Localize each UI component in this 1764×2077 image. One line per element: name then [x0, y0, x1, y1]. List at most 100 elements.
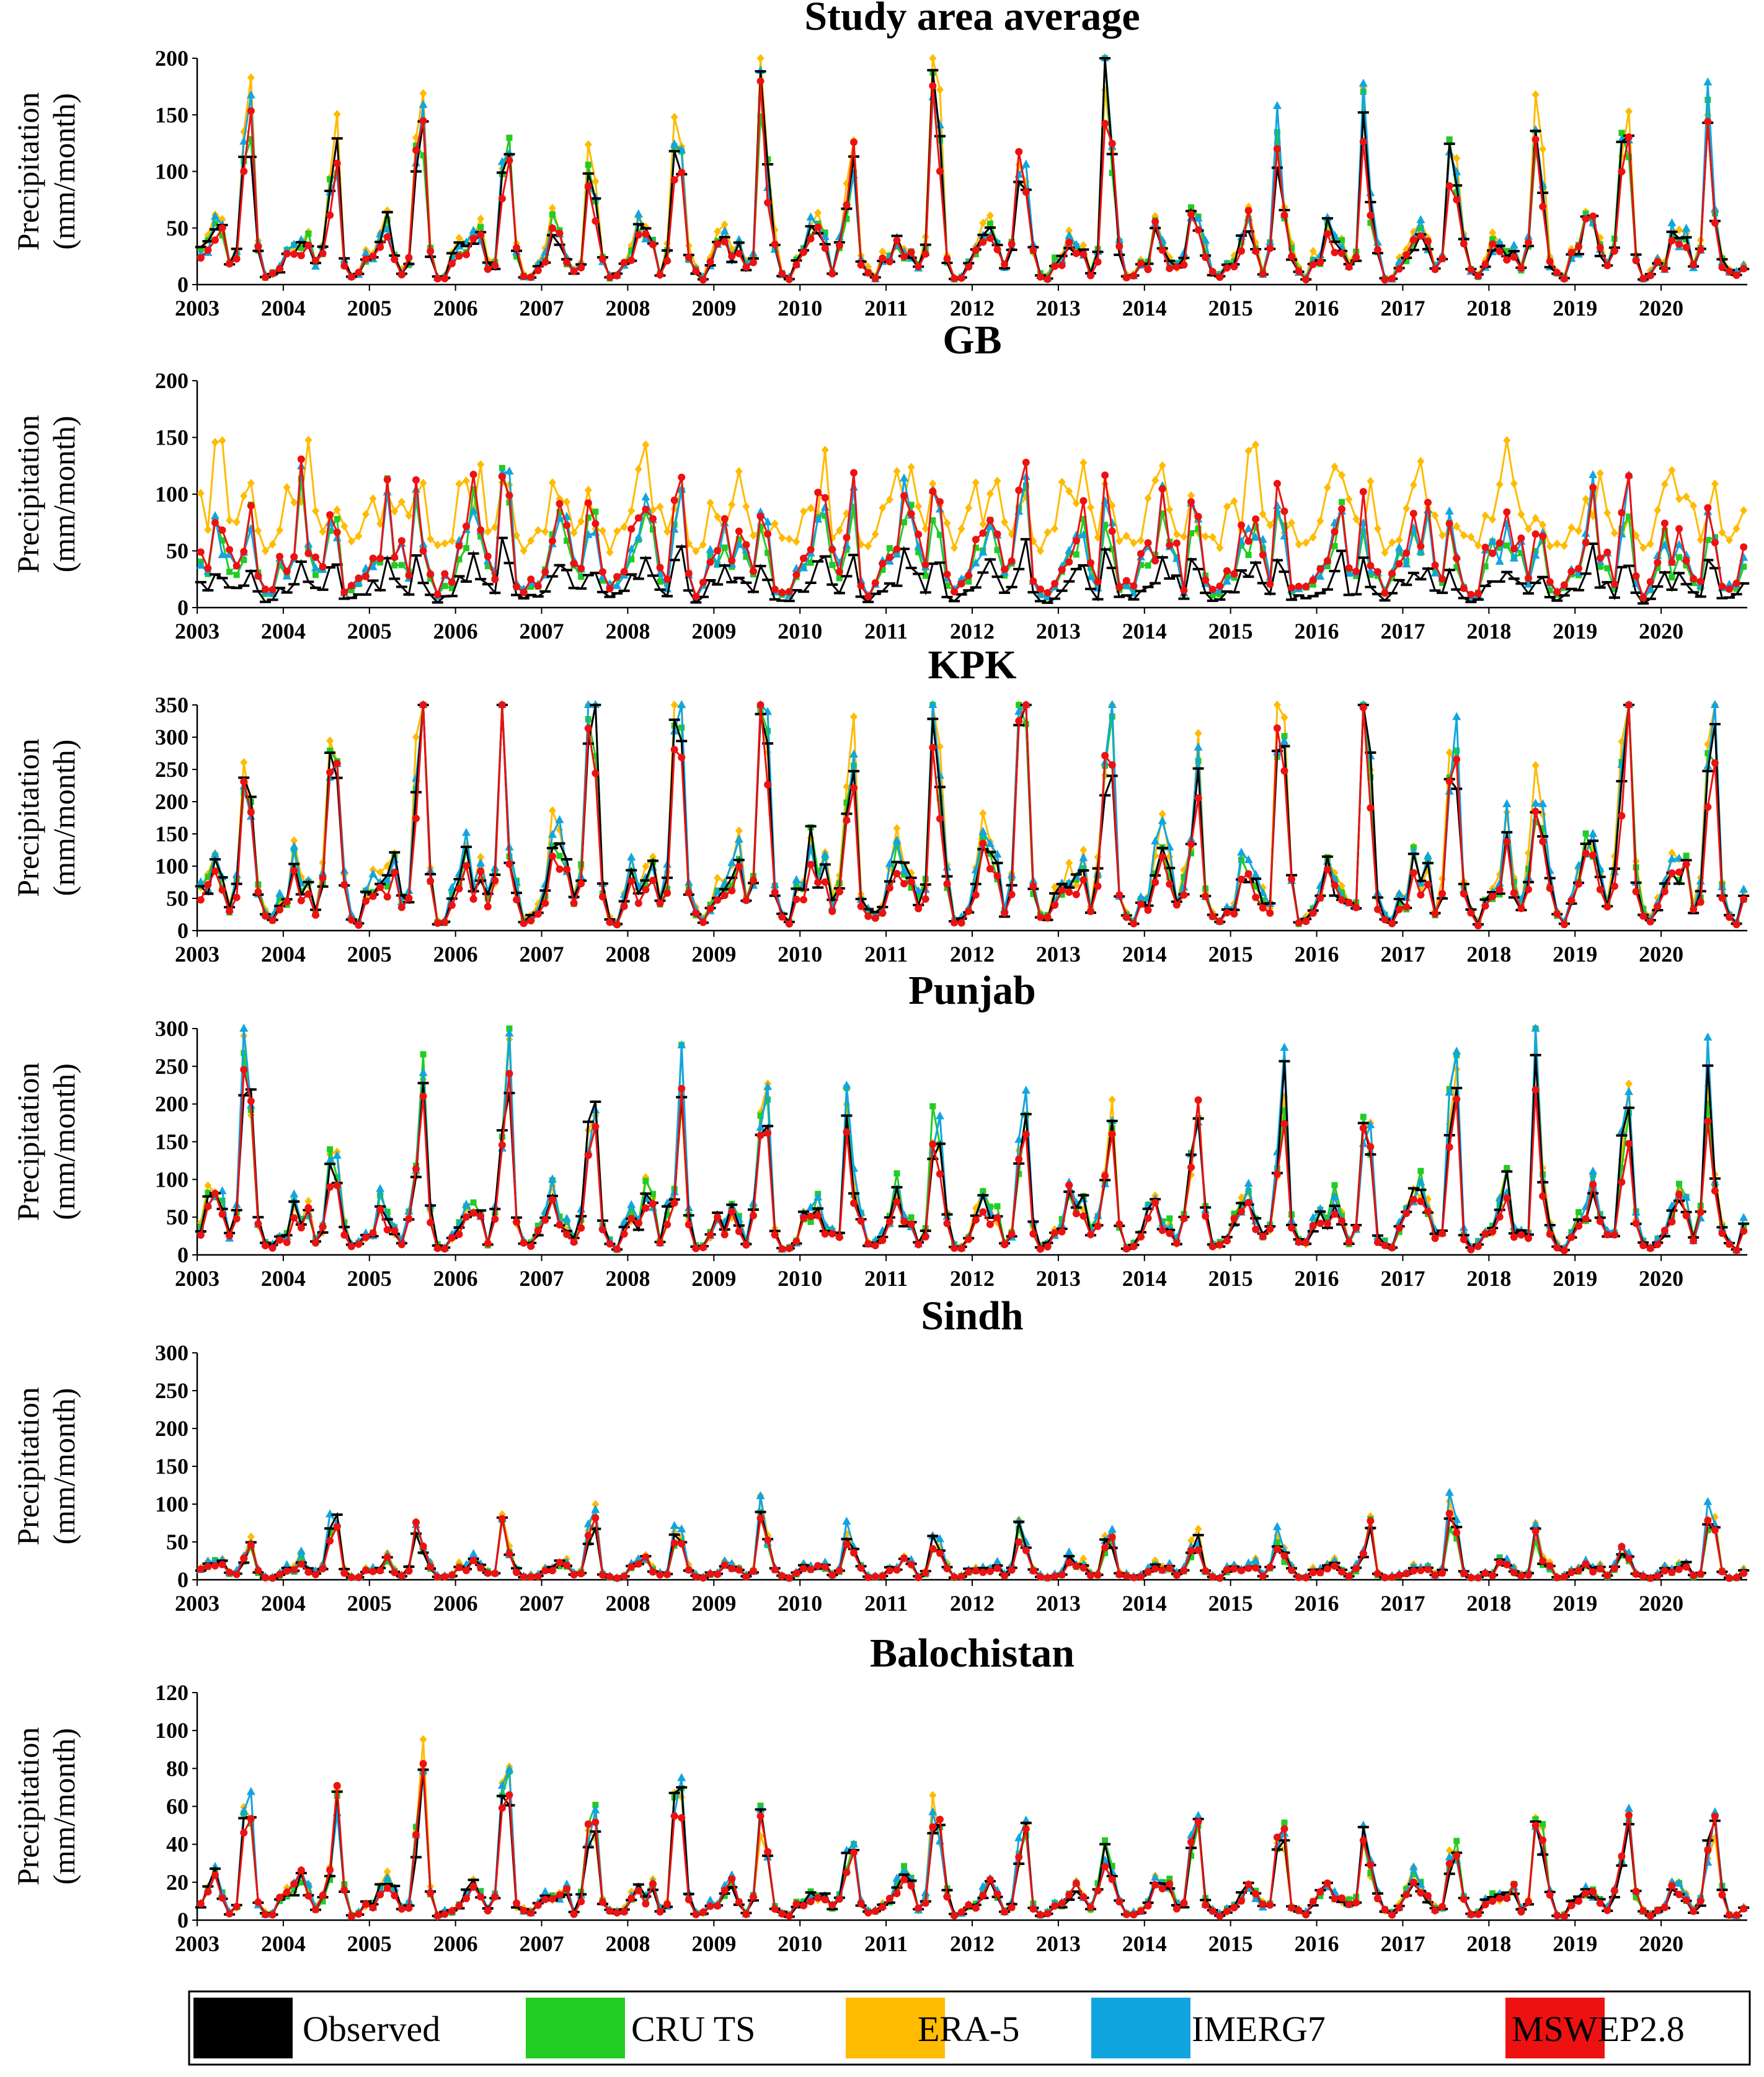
- data-point-era: [1453, 521, 1461, 531]
- data-point-mswep: [613, 573, 621, 581]
- data-point-era: [965, 503, 973, 513]
- data-point-era: [477, 460, 485, 469]
- data-point-era: [1259, 510, 1267, 519]
- data-point-cru: [922, 572, 929, 579]
- data-point-era: [211, 438, 219, 447]
- data-point-mswep: [319, 874, 327, 882]
- x-tick-label: 2008: [605, 1266, 650, 1291]
- data-point-mswep: [1409, 236, 1417, 244]
- data-point-mswep: [1172, 901, 1181, 909]
- x-tick-label: 2018: [1466, 942, 1511, 967]
- data-point-era: [1302, 538, 1310, 547]
- data-point-era: [233, 518, 241, 527]
- data-point-mswep: [835, 241, 843, 249]
- data-point-mswep: [376, 884, 384, 892]
- data-point-mswep: [857, 261, 865, 269]
- data-point-imerg: [505, 466, 514, 475]
- data-point-mswep: [1223, 264, 1231, 272]
- data-point-cru: [1281, 1107, 1288, 1114]
- data-point-imerg: [419, 1068, 428, 1076]
- data-point-mswep: [627, 877, 636, 885]
- data-point-mswep: [1230, 263, 1238, 271]
- data-point-imerg: [627, 852, 636, 861]
- data-point-mswep: [1373, 905, 1381, 913]
- data-point-mswep: [1438, 575, 1447, 583]
- data-point-mswep: [986, 1220, 994, 1228]
- data-point-mswep: [1273, 1170, 1281, 1178]
- data-point-cru: [205, 1189, 211, 1196]
- data-point-mswep: [326, 768, 334, 776]
- x-tick-label: 2013: [1036, 296, 1081, 321]
- data-point-mswep: [1381, 276, 1389, 284]
- data-point-mswep: [807, 546, 815, 554]
- data-point-mswep: [1238, 521, 1246, 529]
- data-point-mswep: [678, 753, 686, 761]
- data-point-cru: [1288, 244, 1295, 251]
- data-point-mswep: [1130, 582, 1138, 590]
- data-point-era: [290, 498, 298, 507]
- data-point-cru: [1331, 542, 1338, 549]
- data-point-mswep: [1503, 838, 1511, 846]
- data-point-mswep: [226, 907, 234, 915]
- data-point-mswep: [1388, 570, 1396, 578]
- data-point-cru: [765, 549, 771, 556]
- data-point-mswep: [1108, 140, 1116, 148]
- data-point-mswep: [785, 588, 793, 596]
- data-point-mswep: [720, 1231, 729, 1239]
- data-point-mswep: [620, 259, 628, 267]
- data-point-mswep: [477, 526, 485, 534]
- data-point-imerg: [1107, 700, 1117, 708]
- data-point-mswep: [864, 1240, 872, 1248]
- y-tick-label: 50: [166, 216, 188, 241]
- data-point-mswep: [513, 1218, 521, 1226]
- data-point-mswep: [1194, 794, 1202, 802]
- data-point-mswep: [613, 921, 621, 929]
- data-point-cru: [879, 566, 886, 573]
- data-point-cru: [1453, 189, 1460, 196]
- data-point-mswep: [778, 1245, 786, 1253]
- data-point-mswep: [749, 567, 757, 575]
- data-point-cru: [1259, 545, 1266, 552]
- data-point-mswep: [885, 553, 893, 561]
- data-point-mswep: [692, 267, 700, 275]
- data-point-mswep: [670, 1199, 678, 1207]
- data-point-imerg: [290, 1189, 299, 1198]
- data-point-era: [1187, 1536, 1195, 1545]
- data-point-mswep: [1438, 255, 1447, 263]
- data-point-mswep: [864, 912, 872, 920]
- data-point-cru: [1683, 562, 1690, 569]
- data-point-era: [1094, 533, 1102, 542]
- data-point-era: [756, 54, 765, 63]
- data-point-imerg: [1194, 742, 1203, 751]
- data-point-mswep: [563, 259, 571, 267]
- data-point-cru: [1339, 237, 1345, 244]
- data-point-era: [1603, 508, 1611, 518]
- data-point-mswep: [1553, 269, 1561, 277]
- data-point-mswep: [1266, 580, 1274, 588]
- data-point-mswep: [1496, 885, 1504, 893]
- data-point-mswep: [613, 272, 621, 280]
- data-point-mswep: [570, 899, 578, 907]
- data-point-imerg: [985, 839, 995, 848]
- data-point-mswep: [1008, 1230, 1016, 1238]
- data-point-era: [412, 732, 420, 742]
- data-point-cru: [1217, 591, 1223, 598]
- data-point-mswep: [548, 1195, 556, 1203]
- data-point-mswep: [850, 469, 858, 477]
- data-point-cru: [334, 516, 340, 523]
- data-point-imerg: [469, 506, 478, 515]
- data-point-cru: [793, 882, 800, 889]
- data-point-cru: [1626, 513, 1633, 520]
- data-point-mswep: [900, 880, 908, 888]
- data-point-mswep: [541, 1216, 549, 1224]
- data-point-cru: [1339, 498, 1345, 505]
- data-point-imerg: [1021, 1085, 1030, 1094]
- panels: Study area averagePrecipitation(mm/month…: [11, 0, 1750, 1956]
- data-point-era: [477, 852, 485, 862]
- data-point-era: [1409, 480, 1417, 490]
- data-point-mswep: [254, 242, 262, 250]
- x-tick-label: 2020: [1639, 942, 1683, 967]
- data-point-mswep: [1288, 1224, 1296, 1232]
- data-point-imerg: [1122, 580, 1131, 589]
- data-point-mswep: [1474, 1242, 1482, 1251]
